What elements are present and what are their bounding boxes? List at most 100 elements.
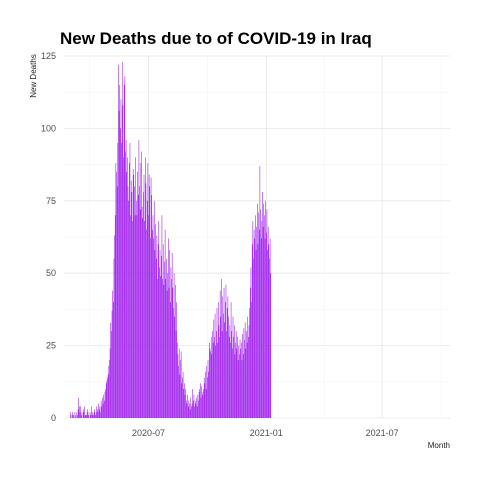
bar (169, 302, 171, 418)
bar (210, 336, 212, 418)
y-tick-label: 50 (46, 268, 56, 278)
y-axis-ticks: 0 25 50 75 100 125 (41, 51, 56, 423)
bar (245, 348, 247, 418)
bar (186, 403, 188, 418)
bar (112, 290, 113, 418)
bar (221, 331, 223, 418)
bar (216, 331, 217, 418)
bar (116, 171, 117, 418)
bar (242, 354, 244, 418)
bar (213, 319, 215, 418)
bar (229, 325, 231, 418)
bar (199, 389, 200, 418)
bar (216, 307, 218, 418)
bar (133, 174, 135, 418)
bar (219, 290, 221, 418)
bar (123, 157, 124, 419)
y-tick-label: 100 (41, 123, 56, 133)
bar (90, 412, 92, 418)
bar (265, 232, 267, 418)
bar (198, 400, 199, 418)
bar (99, 406, 101, 418)
bar (194, 400, 196, 418)
bar (92, 412, 94, 418)
bar (189, 403, 190, 418)
bar (177, 354, 179, 418)
bar (203, 389, 204, 418)
bar (251, 244, 253, 418)
bar (221, 278, 222, 418)
bar (237, 336, 238, 418)
bar (249, 307, 250, 418)
bar (247, 316, 249, 418)
bar (225, 284, 227, 418)
bar (125, 139, 127, 419)
bar (173, 307, 174, 418)
bar (131, 192, 133, 418)
bar (268, 244, 270, 418)
bar (73, 415, 74, 418)
bar (143, 192, 144, 418)
bar (114, 215, 116, 418)
bar (144, 221, 145, 418)
bar (217, 302, 219, 418)
bar (222, 296, 224, 418)
bar (191, 406, 192, 418)
bar (104, 391, 106, 418)
bar (160, 276, 161, 418)
bar (253, 258, 254, 418)
bar (255, 215, 256, 418)
bar (214, 313, 216, 418)
bar (108, 365, 110, 418)
bar (146, 200, 148, 418)
bar (187, 394, 188, 418)
bar (128, 200, 129, 418)
bar (140, 163, 142, 418)
bar (190, 397, 192, 418)
bar (70, 412, 71, 418)
bar (138, 139, 140, 419)
bar (83, 412, 85, 418)
y-tick-label: 75 (46, 196, 56, 206)
y-tick-label: 25 (46, 341, 56, 351)
bar (103, 394, 104, 418)
bar (149, 186, 151, 418)
bar (156, 235, 158, 418)
bar (193, 394, 195, 418)
bar (257, 244, 259, 418)
bar (239, 339, 241, 418)
bar (176, 302, 177, 418)
bar (113, 258, 115, 418)
bar (238, 345, 240, 418)
bar (269, 238, 271, 418)
bar (162, 278, 163, 418)
bar (143, 174, 145, 418)
bar (76, 412, 78, 418)
bar (129, 163, 130, 418)
bar (161, 255, 162, 418)
bar (120, 128, 121, 418)
bar (118, 111, 120, 419)
chart-title: New Deaths due to of COVID-19 in Iraq (60, 29, 372, 48)
bar (184, 383, 185, 418)
bar (118, 64, 119, 418)
bar (218, 325, 220, 418)
bar (198, 391, 200, 418)
bar (178, 365, 179, 418)
bar (134, 186, 135, 418)
bar (77, 409, 79, 418)
bar (137, 195, 139, 418)
bar (132, 168, 134, 418)
bar (188, 400, 190, 418)
bar (257, 203, 258, 418)
bar (142, 218, 144, 418)
bar (203, 377, 205, 418)
bar (252, 221, 254, 418)
y-tick-label: 0 (51, 413, 56, 423)
bar (177, 342, 178, 418)
bar (148, 174, 150, 418)
y-axis-label: New Deaths (29, 54, 38, 98)
bar (77, 415, 78, 418)
bar (105, 389, 106, 418)
bar (159, 267, 160, 418)
